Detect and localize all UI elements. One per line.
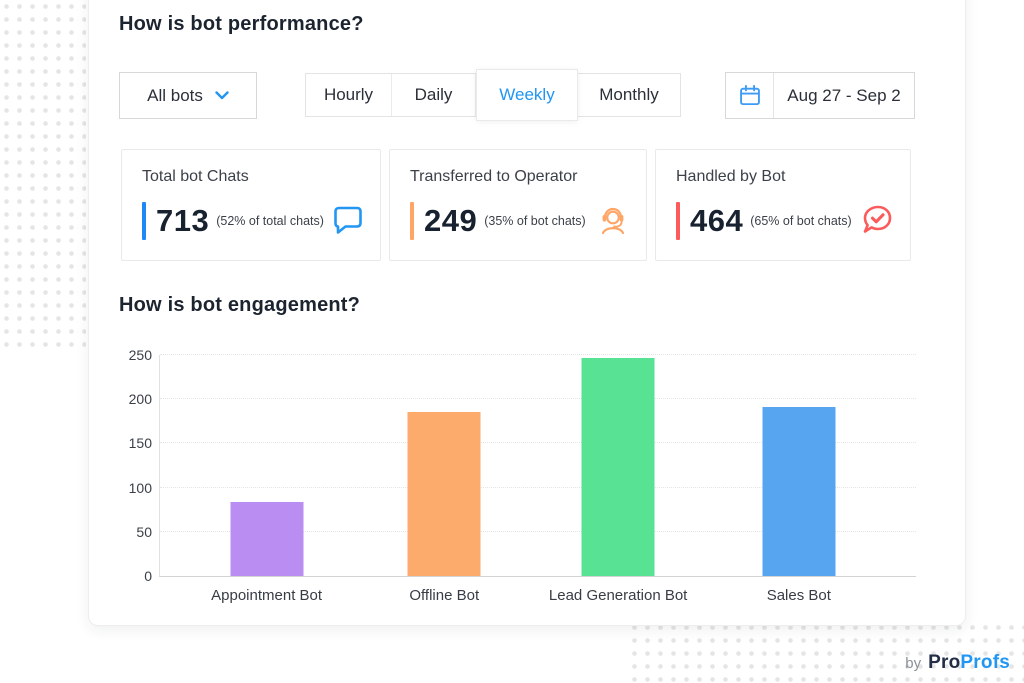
stat-value: 249 — [424, 203, 478, 238]
operator-headset-icon — [596, 204, 630, 241]
x-axis-category-label: Offline Bot — [409, 587, 480, 604]
stat-card-transferred-to-operator: Transferred to Operator 249 (35% of bot … — [389, 149, 647, 261]
stat-note: (65% of bot chats) — [750, 214, 852, 228]
stat-accent-bar — [676, 202, 680, 240]
chevron-down-icon — [215, 91, 229, 100]
bar-column: Lead Generation Bot — [549, 358, 687, 604]
bar-sales-bot[interactable] — [762, 407, 836, 576]
tab-monthly[interactable]: Monthly — [578, 74, 680, 116]
gridline — [160, 530, 916, 532]
gridline — [160, 486, 916, 488]
period-tab-bar: Hourly Daily Weekly Monthly — [305, 69, 681, 121]
stat-note: (52% of total chats) — [216, 214, 324, 228]
x-axis-category-label: Appointment Bot — [211, 587, 323, 604]
date-range-picker[interactable]: Aug 27 - Sep 2 — [725, 72, 915, 119]
stat-note: (35% of bot chats) — [484, 214, 586, 228]
engagement-section-title: How is bot engagement? — [119, 294, 361, 316]
y-axis-tick-label: 200 — [128, 391, 152, 408]
gridline — [160, 354, 916, 355]
stat-title: Handled by Bot — [676, 168, 786, 185]
brand-pro-text: Pro — [928, 652, 961, 673]
tab-hourly[interactable]: Hourly — [306, 74, 392, 116]
bar-appointment-bot[interactable] — [230, 502, 304, 576]
y-axis-tick-label: 50 — [136, 523, 152, 540]
tab-daily[interactable]: Daily — [392, 74, 476, 116]
gridline — [160, 398, 916, 400]
bar-column: Appointment Bot — [211, 502, 322, 604]
chat-check-icon — [861, 204, 894, 240]
brand-profs-text: Profs — [960, 652, 1010, 673]
tab-weekly[interactable]: Weekly — [476, 69, 578, 121]
dot-pattern-bottom-right — [628, 621, 1024, 683]
footer-brand: by ProProfs — [905, 652, 1010, 674]
bar-offline-bot[interactable] — [407, 411, 481, 576]
stat-value: 464 — [690, 203, 744, 238]
stat-title: Total bot Chats — [142, 168, 249, 185]
y-axis-tick-label: 150 — [128, 435, 152, 452]
gridline — [160, 442, 916, 444]
stat-title: Transferred to Operator — [410, 168, 578, 185]
stat-accent-bar — [410, 202, 414, 240]
stat-card-handled-by-bot: Handled by Bot 464 (65% of bot chats) — [655, 149, 911, 261]
engagement-bar-chart: 0 50 100 150 200 250 Appointment Bot Offline Bo… — [129, 347, 916, 604]
x-axis-category-label: Sales Bot — [766, 587, 831, 604]
proprofs-logo: ProProfs — [928, 652, 1010, 674]
bar-lead-generation-bot[interactable] — [581, 358, 655, 576]
chat-bubble-icon — [332, 204, 364, 240]
bar-column: Offline Bot — [407, 411, 481, 604]
stat-value: 713 — [156, 203, 210, 238]
stat-accent-bar — [142, 202, 146, 240]
stat-card-total-bot-chats: Total bot Chats 713 (52% of total chats) — [121, 149, 381, 261]
bot-filter-value: All bots — [147, 85, 203, 105]
performance-section-title: How is bot performance? — [119, 13, 364, 35]
y-axis-tick-label: 250 — [128, 347, 152, 363]
dashboard-card: How is bot performance? All bots Hourly … — [88, 0, 966, 626]
footer-by-label: by — [905, 655, 922, 672]
bot-filter-dropdown[interactable]: All bots — [119, 72, 257, 119]
dot-pattern-left — [0, 0, 86, 352]
x-axis-category-label: Lead Generation Bot — [548, 587, 688, 604]
y-axis-tick-label: 100 — [128, 479, 152, 496]
stats-row: Total bot Chats 713 (52% of total chats)… — [121, 149, 911, 261]
bar-column: Sales Bot — [762, 407, 836, 604]
calendar-icon — [726, 73, 774, 118]
date-range-value: Aug 27 - Sep 2 — [787, 85, 901, 105]
y-axis-tick-label: 0 — [144, 568, 152, 584]
